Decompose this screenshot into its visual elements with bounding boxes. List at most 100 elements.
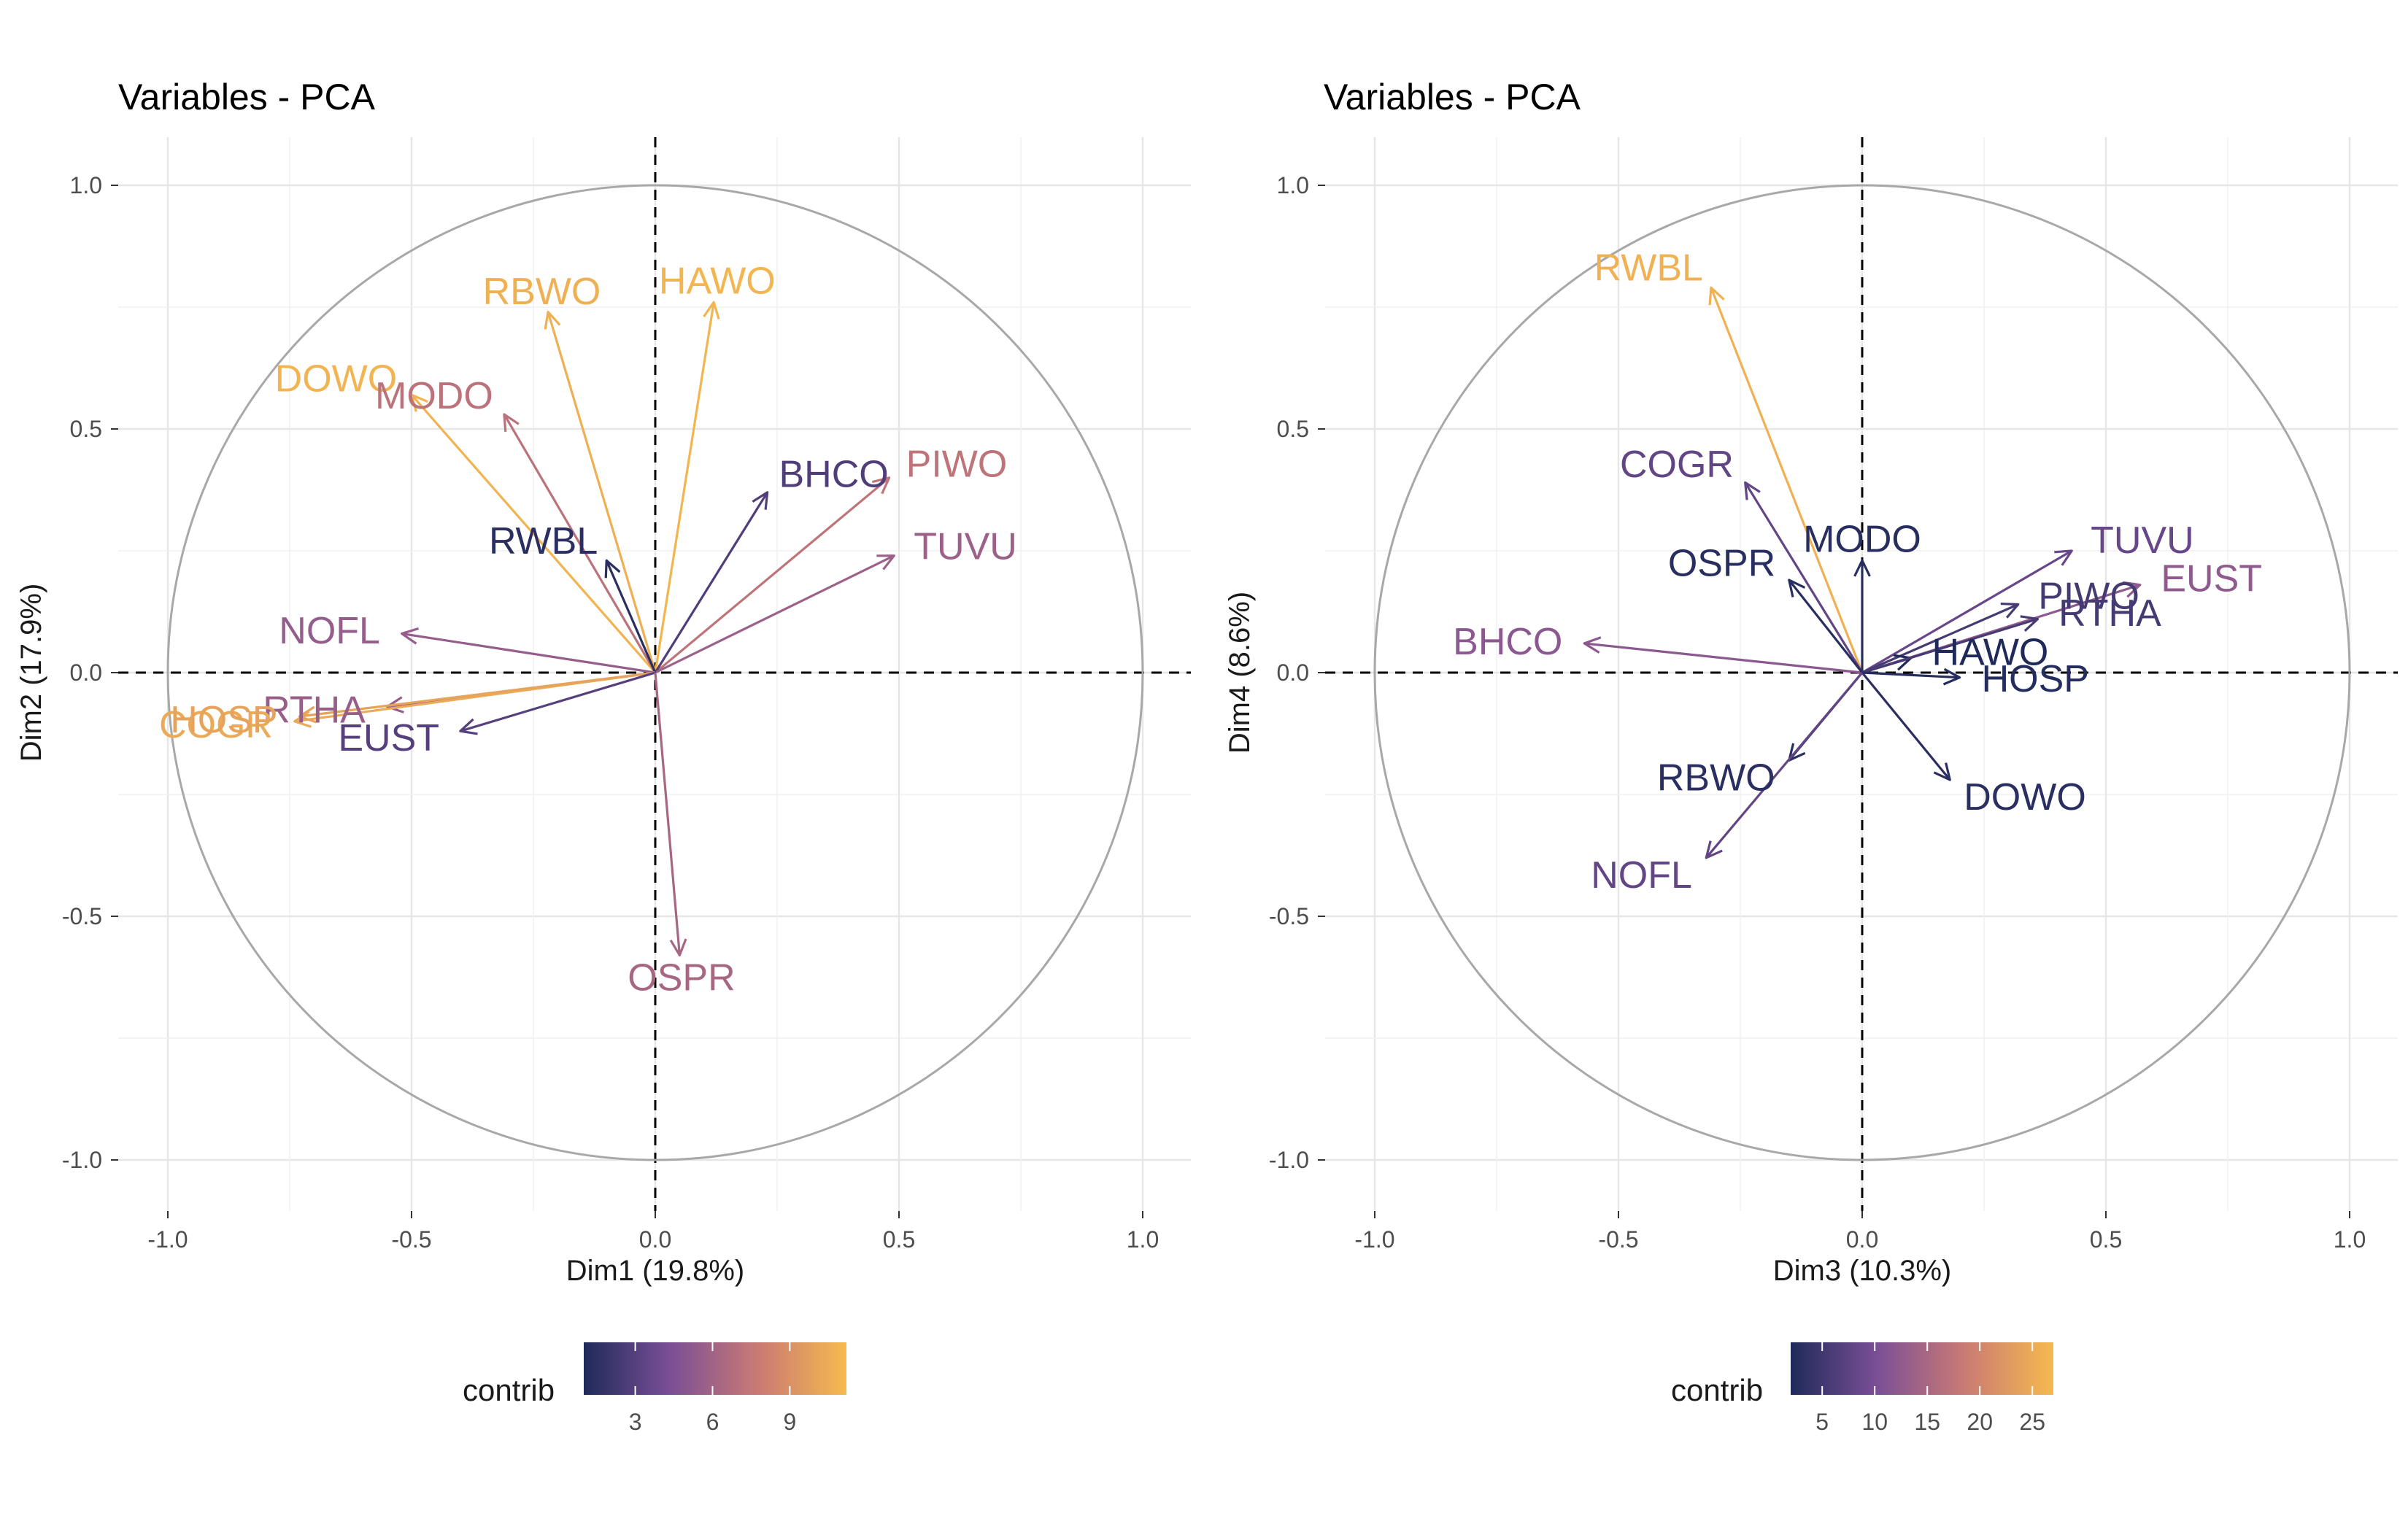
arrow-shaft — [547, 312, 657, 673]
arrow-head — [1853, 559, 1871, 577]
arrow-rwbl — [1708, 286, 1864, 673]
variable-label: DOWO — [275, 358, 398, 401]
colorbar-tick-label: 10 — [1861, 1409, 1888, 1435]
colorbar — [584, 1342, 846, 1395]
colorbar-tick-label: 9 — [783, 1409, 796, 1435]
variable-label: MODO — [375, 375, 493, 417]
arrow-shaft — [1861, 549, 2073, 674]
variable-label: PIWO — [906, 444, 1008, 486]
y-tick-label: 1.0 — [70, 172, 102, 198]
arrow-shaft — [1861, 617, 2038, 674]
arrow-shaft — [1744, 481, 1864, 673]
x-tick-label: 0.5 — [883, 1226, 915, 1253]
y-axis-label: Dim2 (17.9%) — [15, 584, 47, 762]
variable-label: OSPR — [1668, 543, 1775, 585]
arrow-piwo — [654, 476, 891, 674]
colorbar-ticks: 3 6 9 — [629, 1342, 796, 1435]
variable-label: PIWO — [2038, 575, 2139, 617]
x-tick-label: -1.0 — [1354, 1226, 1394, 1253]
arrow-shaft — [654, 672, 681, 956]
arrow-shaft — [1861, 603, 2019, 674]
variable-label: RTHA — [263, 689, 366, 732]
axis-tick-labels: -1.0 -0.5 0.0 0.5 1.0 1.0 0.5 0.0 -0.5 -1.0 — [1269, 172, 2366, 1253]
x-tick-label: 1.0 — [2334, 1226, 2366, 1253]
y-tick-label: 1.0 — [1277, 172, 1309, 198]
arrow-hosp — [1861, 668, 1961, 686]
variable-label: BHCO — [1453, 621, 1562, 663]
arrow-shaft — [654, 302, 715, 673]
unit-circle — [1373, 184, 2351, 1161]
variable-label: HOSP — [170, 699, 277, 741]
variable-label: RWBL — [489, 520, 598, 562]
arrow-dowo — [1861, 671, 1951, 781]
arrow-ospr — [1788, 579, 1864, 673]
arrow-head — [1933, 762, 1951, 781]
variable-label: RBWO — [1657, 757, 1775, 799]
variable-label: MODO — [1803, 518, 1921, 560]
unit-circle — [166, 184, 1144, 1161]
chart-title: Variables - PCA — [118, 77, 376, 117]
x-axis-label: Dim3 (10.3%) — [1773, 1255, 1952, 1287]
variable-labels: RWBL COGR MODO TUVU PIWO EUST BHCO OSPR HAWORTHA… — [1453, 247, 2262, 896]
variable-label: DOWO — [1964, 776, 2086, 819]
arrow-tuvu — [1861, 549, 2073, 674]
arrow-cogr — [1744, 481, 1864, 673]
arrow-head — [410, 393, 428, 412]
contrib-legend: contrib 5 10 15 20 25 — [1671, 1342, 2053, 1435]
variable-label: HOSP — [1982, 658, 2089, 700]
zero-axes — [1325, 137, 2398, 1211]
arrow-shaft — [655, 554, 895, 674]
arrow-shaft — [401, 632, 656, 674]
arrow-nofl — [1705, 671, 1864, 859]
arrow-modo — [503, 413, 657, 673]
x-tick-label: -0.5 — [1598, 1226, 1638, 1253]
arrow-tuvu — [655, 554, 895, 674]
variable-label: RBWO — [483, 271, 601, 313]
arrow-shaft — [654, 476, 890, 674]
x-axis-label: Dim1 (19.8%) — [566, 1255, 745, 1287]
colorbar — [1791, 1342, 2053, 1395]
axis-tick-labels: -1.0 -0.5 0.0 0.5 1.0 1.0 0.5 0.0 -0.5 -1.0 — [62, 172, 1159, 1253]
arrow-shaft — [654, 491, 768, 673]
variable-label: RWBL — [1594, 247, 1703, 289]
arrow-head — [401, 627, 420, 645]
arrow-head — [1744, 481, 1761, 500]
variable-label: HAWO — [659, 260, 776, 303]
variable-label: NOFL — [1591, 854, 1692, 897]
variable-label: TUVU — [914, 525, 1017, 568]
variable-arrows — [1583, 286, 2142, 859]
variable-label: RTHA — [2058, 592, 2161, 635]
arrow-shaft — [299, 671, 656, 718]
y-tick-label: 0.0 — [1277, 659, 1309, 686]
arrow-bhco — [1583, 636, 1863, 674]
colorbar-tick-label: 25 — [2019, 1409, 2045, 1435]
arrow-modo — [1853, 559, 1871, 673]
arrow-head — [503, 413, 520, 433]
y-tick-label: -0.5 — [62, 903, 102, 929]
arrow-shaft — [1710, 287, 1864, 673]
arrow-head — [1583, 636, 1602, 654]
variable-label: BHCO — [779, 453, 888, 495]
arrow-head — [604, 559, 621, 579]
arrow-shaft — [1584, 642, 1863, 674]
variable-label: NOFL — [279, 610, 380, 652]
arrow-shaft — [1788, 579, 1864, 673]
arrow-shaft — [460, 671, 656, 732]
colorbar-ticks: 5 10 15 20 25 — [1815, 1342, 2045, 1435]
arrow-shaft — [1861, 671, 1951, 781]
arrow-rtha — [1861, 615, 2040, 674]
contrib-legend: contrib 3 6 9 — [463, 1342, 846, 1435]
correlation-circle — [166, 184, 1144, 1161]
arrow-head — [871, 476, 891, 495]
arrow-head — [703, 301, 720, 320]
arrow-head — [752, 491, 769, 510]
pca-panel-dim3-dim4: Variables - PCA RWBL COGR MODO TUVU PIWO EUST… — [1224, 77, 2398, 1435]
y-axis-label: Dim4 (8.6%) — [1224, 592, 1256, 754]
arrow-head — [298, 705, 317, 724]
arrow-head — [669, 938, 687, 957]
arrow-hosp — [298, 671, 656, 724]
zero-axes — [118, 137, 1191, 1211]
y-tick-label: 0.5 — [1277, 416, 1309, 442]
